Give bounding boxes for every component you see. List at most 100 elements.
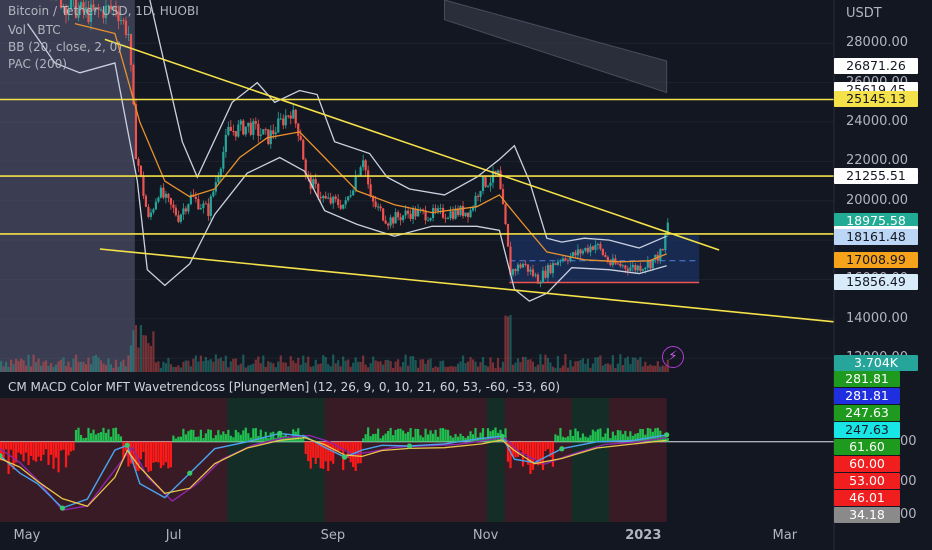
lightning-icon[interactable]: ⚡ [662,346,684,368]
volume-bar [94,355,98,372]
volume-bar [664,365,667,372]
volume-bar [267,361,270,372]
osc-histogram-bar [269,432,272,442]
candle-body [374,201,377,207]
macd-title[interactable]: CM MACD Color MFT Wavetrendcoss [Plunger… [8,380,561,394]
osc-histogram-bar [414,428,417,442]
volume-bar [631,357,634,372]
osc-histogram-bar [62,441,65,450]
volume-bar [616,363,619,372]
osc-histogram-bar [39,441,43,461]
volume-bar [102,363,105,372]
volume-bar [466,361,470,372]
candle-body [564,258,567,261]
candle-body [626,268,629,271]
osc-histogram-bar [49,441,53,455]
candle-body [254,121,257,124]
candle-body [646,261,649,268]
candle-body [277,118,280,133]
candle-body [559,260,562,262]
osc-histogram-bar [469,431,472,442]
osc-histogram-bar [636,432,639,442]
volume-bar [199,355,202,372]
candle-body [372,196,375,202]
volume-bar [214,354,217,372]
osc-histogram-bar [666,438,669,442]
candle-body [454,208,457,219]
volume-bar [504,315,507,372]
volume-bar [474,361,477,372]
candle-body [397,212,400,218]
volume-bar [529,359,532,372]
volume-bar [69,367,73,372]
osc-histogram-bar [594,431,597,442]
osc-histogram-bar [619,430,622,442]
candle-body [157,197,160,202]
symbol-title[interactable]: Bitcoin / Tether USD, 1D, HUOBI [8,4,199,18]
osc-histogram-bar [244,427,247,442]
osc-histogram-bar [139,441,143,460]
osc-histogram-bar [604,433,607,442]
volume-bar [37,358,40,372]
candle-body [287,115,290,117]
osc-histogram-bar [229,435,232,442]
candle-body [149,212,153,217]
volume-bar [89,364,93,372]
candle-body [641,269,644,271]
osc-histogram-bar [464,437,467,442]
volume-bar [359,361,362,372]
volume-bar [362,355,365,372]
osc-histogram-bar [129,441,133,464]
osc-tick-label: 00 [900,474,917,489]
candle-body [509,246,512,275]
volume-bar [179,367,182,372]
osc-histogram-bar [417,428,420,442]
volume-bar [7,366,10,372]
osc-histogram-bar [122,441,125,460]
osc-histogram-bar [359,441,362,464]
volume-bar [491,362,495,372]
osc-histogram-bar [536,441,540,466]
candle-body [546,264,550,278]
volume-bar [314,359,317,372]
osc-histogram-bar [479,432,482,442]
volume-bar [334,363,337,372]
volume-bar [59,359,63,372]
osc-histogram-bar [307,441,310,462]
indicator-pac[interactable]: PAC (200) [8,57,67,71]
volume-bar [237,365,240,372]
osc-histogram-bar [2,441,5,459]
volume-bar [499,367,502,372]
candle-body [227,126,230,135]
candle-body [554,263,557,265]
volume-bar [269,362,272,372]
volume-bar [659,366,662,372]
candle-body [247,122,250,127]
candle-body [234,131,237,137]
volume-bar [282,362,285,372]
volume-bar [479,362,482,372]
osc-zone [571,398,610,522]
indicator-bollinger[interactable]: BB (20, close, 2, 0) [8,40,122,54]
volume-bar [367,367,370,372]
volume-bar [429,358,432,372]
volume-bar [304,362,307,372]
candle-body [434,208,437,211]
volume-bar [424,363,427,372]
candle-body [636,265,639,271]
osc-histogram-bar [4,441,8,450]
candle-body [224,134,227,152]
candle-body [219,168,222,177]
candle-body [102,9,105,18]
candle-body [312,179,315,189]
candle-body [162,187,165,198]
candle-body [232,130,235,132]
candle-body [217,176,220,183]
candle-body [589,246,592,253]
osc-histogram-bar [179,436,182,442]
indicator-volume[interactable]: Vol · BTC [8,23,61,37]
candle-body [501,189,505,205]
candle-body [459,206,462,216]
osc-histogram-bar [57,441,60,473]
